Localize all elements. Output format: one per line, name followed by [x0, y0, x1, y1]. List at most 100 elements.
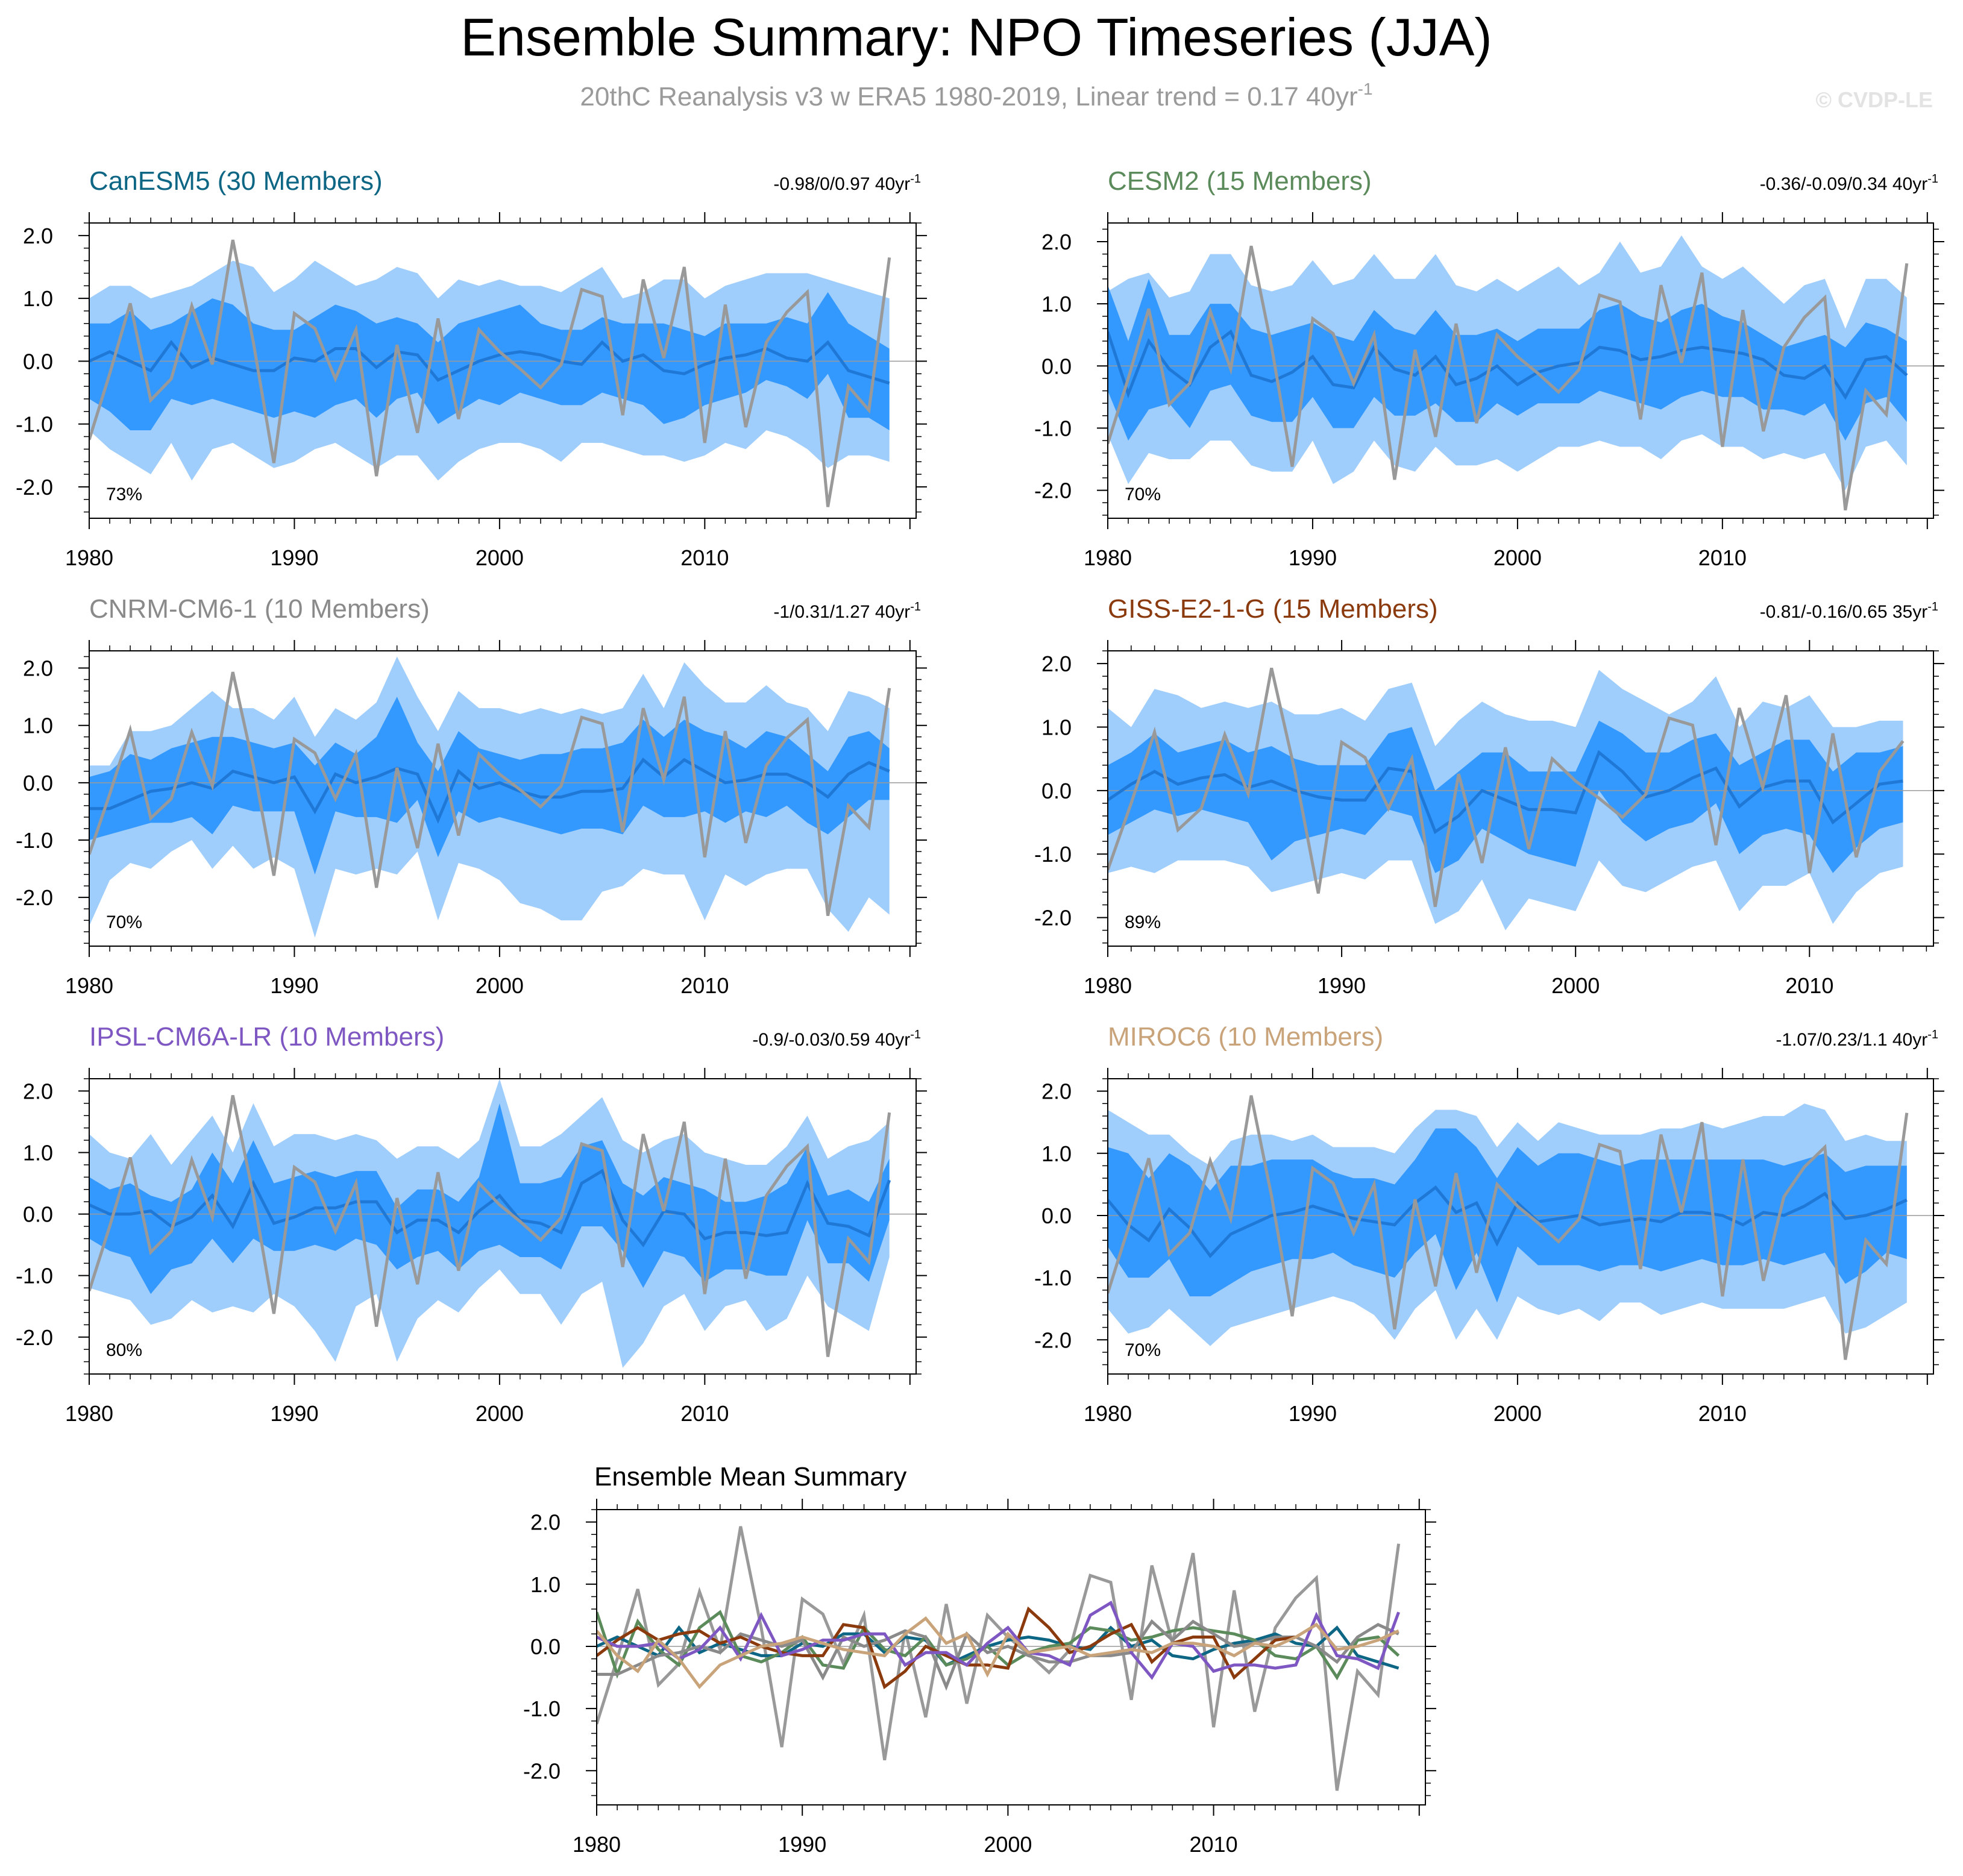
y-tick-label: 1.0 [1041, 1141, 1072, 1166]
observed-line [89, 671, 891, 917]
x-tick-label: 1980 [1084, 545, 1132, 570]
y-tick-label: -2.0 [1034, 478, 1072, 503]
y-tick-label: 2.0 [23, 224, 53, 248]
plot-area [89, 1079, 916, 1368]
model-mean-line [597, 1625, 1399, 1670]
x-tick-label: 2010 [680, 973, 729, 998]
trend-text: -0.98/0/0.97 40yr [773, 174, 910, 194]
x-tick-label: 2000 [476, 973, 524, 998]
panel-title: CNRM-CM6-1 (10 Members) [89, 594, 430, 624]
y-tick-label: 2.0 [1041, 1079, 1072, 1104]
y-tick-label: -1.0 [1034, 1266, 1072, 1290]
model-panel: MIROC6 (10 Members) -1.07/0.23/1.1 40yr-1… [1034, 1022, 1944, 1426]
model-panel: GISS-E2-1-G (15 Members) -0.81/-0.16/0.65… [1034, 594, 1944, 998]
ensemble-mean-line [1108, 1185, 1908, 1258]
model-mean-line [597, 1616, 1399, 1689]
y-tick-label: 0.0 [530, 1634, 561, 1659]
x-tick-label: 2000 [476, 545, 524, 570]
plot-area [89, 239, 916, 507]
x-tick-label: 2010 [680, 545, 729, 570]
y-tick-label: -1.0 [16, 1264, 53, 1288]
y-tick-label: -2.0 [16, 475, 53, 500]
trend-exponent: -1 [1927, 172, 1938, 186]
x-tick-label: 1980 [1084, 973, 1132, 998]
percent-label: 89% [1125, 912, 1161, 932]
model-panel: CanESM5 (30 Members) -0.98/0/0.97 40yr-1 2… [16, 166, 927, 570]
trend-exponent: -1 [1927, 1028, 1938, 1041]
trend-exponent: -1 [1927, 600, 1938, 613]
y-tick-label: 0.0 [23, 1202, 53, 1227]
percent-label: 70% [1125, 485, 1161, 504]
observed-line [1108, 245, 1909, 511]
x-tick-label: 2010 [1698, 545, 1747, 570]
panel-title: CanESM5 (30 Members) [89, 166, 383, 196]
percent-label: 70% [1125, 1340, 1161, 1360]
plot-area [1108, 1095, 1933, 1360]
observed-line [89, 239, 891, 507]
figure-title: Ensemble Summary: NPO Timeseries (JJA) [460, 7, 1492, 67]
model-mean-line [597, 1606, 1296, 1690]
y-tick-label: 1.0 [23, 1141, 53, 1165]
model-panel: CESM2 (15 Members) -0.36/-0.09/0.34 40yr-… [1034, 166, 1944, 570]
x-tick-label: 1990 [270, 545, 318, 570]
percent-label: 70% [106, 912, 142, 932]
y-tick-label: 2.0 [23, 656, 53, 681]
plot-frame [89, 650, 917, 947]
x-tick-label: 2000 [1493, 545, 1542, 570]
plot-area [1108, 235, 1933, 511]
x-tick-label: 2000 [1551, 973, 1600, 998]
model-panel: IPSL-CM6A-LR (10 Members) -0.9/-0.03/0.59… [16, 1022, 927, 1426]
y-tick-label: -2.0 [1034, 906, 1072, 930]
trend-text: -0.9/-0.03/0.59 40yr [752, 1030, 910, 1050]
panel-title: MIROC6 (10 Members) [1108, 1022, 1383, 1052]
plot-frame [89, 222, 917, 519]
x-tick-label: 1980 [65, 1401, 113, 1426]
y-tick-label: -1.0 [1034, 842, 1072, 867]
trend-label: -0.9/-0.03/0.59 40yr-1 [752, 1028, 921, 1050]
y-tick-label: -2.0 [523, 1758, 561, 1783]
observed-line [597, 1526, 1401, 1791]
x-tick-label: 1980 [573, 1832, 621, 1857]
x-tick-label: 1990 [1318, 973, 1366, 998]
y-tick-label: 1.0 [23, 714, 53, 738]
trend-text: -0.81/-0.16/0.65 35yr [1760, 602, 1928, 622]
trend-label: -0.98/0/0.97 40yr-1 [773, 172, 921, 194]
y-tick-label: 0.0 [1041, 1203, 1072, 1228]
panel-title: IPSL-CM6A-LR (10 Members) [89, 1022, 444, 1052]
x-tick-label: 1990 [1289, 545, 1337, 570]
x-tick-label: 2010 [1698, 1401, 1747, 1426]
x-tick-label: 2010 [1785, 973, 1833, 998]
x-tick-label: 1990 [1289, 1401, 1337, 1426]
observed-line [1108, 1095, 1909, 1360]
y-tick-label: 2.0 [1041, 230, 1072, 254]
trend-label: -0.36/-0.09/0.34 40yr-1 [1760, 172, 1938, 194]
percent-label: 80% [106, 1340, 142, 1360]
y-tick-label: 2.0 [23, 1079, 53, 1103]
y-tick-label: 2.0 [530, 1510, 561, 1535]
y-tick-label: 1.0 [1041, 715, 1072, 739]
ensemble-mean-line [89, 758, 890, 824]
trend-exponent: -1 [910, 172, 921, 186]
x-tick-label: 2000 [476, 1401, 524, 1426]
model-panel: CNRM-CM6-1 (10 Members) -1/0.31/1.27 40yr… [16, 594, 927, 998]
observed-line [89, 1095, 891, 1357]
trend-label: -1/0.31/1.27 40yr-1 [773, 600, 921, 622]
y-tick-label: -1.0 [16, 412, 53, 437]
trend-label: -0.81/-0.16/0.65 35yr-1 [1760, 600, 1938, 622]
trend-exponent: -1 [910, 1028, 921, 1041]
plot-area [1108, 667, 1933, 930]
subtitle-text: 20thC Reanalysis v3 w ERA5 1980-2019, Li… [580, 82, 1357, 111]
x-tick-label: 1990 [270, 973, 318, 998]
x-tick-label: 2000 [1493, 1401, 1542, 1426]
ensemble-mean-summary-panel: Ensemble Mean Summary 2.0 1.0 0.0 -1.0 -2.0 19… [523, 1462, 1436, 1857]
y-tick-label: 0.0 [1041, 354, 1072, 378]
watermark: © CVDP-LE [1815, 87, 1933, 112]
y-tick-label: 2.0 [1041, 651, 1072, 676]
subtitle-exponent: -1 [1358, 80, 1373, 98]
y-tick-label: -2.0 [16, 1325, 53, 1350]
trend-text: -1/0.31/1.27 40yr [773, 602, 910, 622]
y-tick-label: 1.0 [1041, 292, 1072, 316]
x-tick-label: 2000 [984, 1832, 1032, 1857]
x-tick-label: 1990 [778, 1832, 826, 1857]
